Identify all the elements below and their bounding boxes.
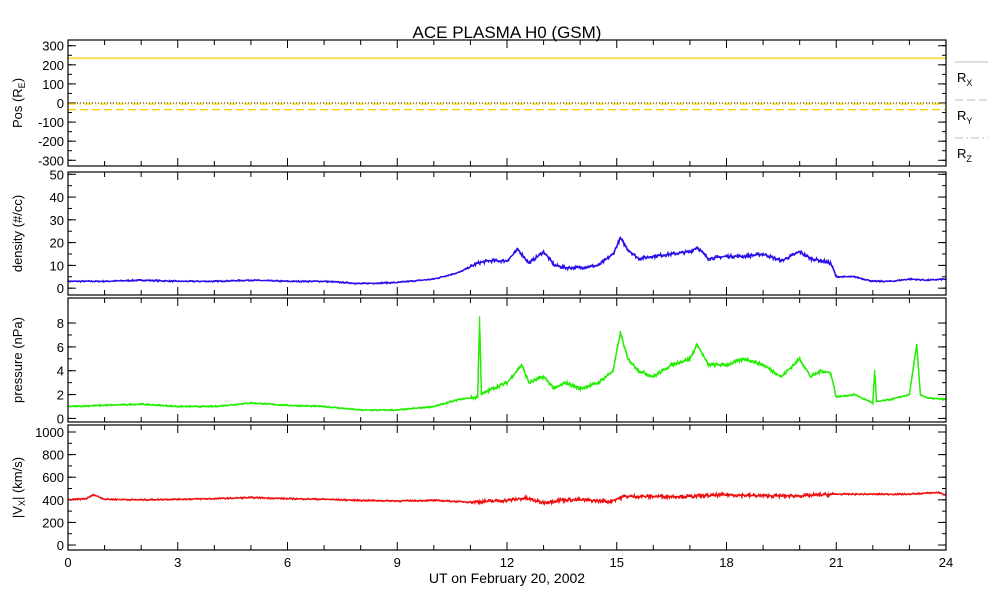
panel-position: 300 200 100 0 -100 -200 -300 Pos (RE) RX RY RZ	[10, 39, 988, 168]
x-tick-label: 21	[829, 555, 843, 570]
chart-title: ACE PLASMA H0 (GSM)	[413, 23, 602, 42]
x-axis-label: UT on February 20, 2002	[429, 570, 585, 586]
series-trend-pressure	[67, 317, 947, 411]
y-tick-label: 200	[42, 58, 64, 73]
series-trend-density	[68, 236, 947, 285]
y-tick-label: 2	[57, 388, 64, 403]
y-tick-label: -200	[38, 134, 64, 149]
y-tick-label: 10	[50, 258, 64, 273]
y-tick-label: 0	[57, 411, 64, 426]
y-tick-label: 40	[50, 190, 64, 205]
y-axis-label-pressure: pressure (nPa)	[10, 317, 25, 403]
x-tick-label: 3	[174, 555, 181, 570]
y-tick-label: 20	[50, 236, 64, 251]
y-tick-label: 1000	[35, 425, 64, 440]
x-tick-label: 12	[500, 555, 514, 570]
panel-frame	[67, 424, 947, 551]
panel-frame	[67, 297, 947, 423]
y-tick-label: 50	[50, 167, 64, 182]
y-tick-label: 100	[42, 77, 64, 92]
y-tick-label: 4	[57, 364, 64, 379]
y-tick-label: 300	[42, 39, 64, 54]
x-tick-label: 9	[394, 555, 401, 570]
x-tick-label: 15	[610, 555, 624, 570]
y-tick-label: 800	[42, 448, 64, 463]
panel-frame	[67, 171, 947, 296]
x-tick-label: 18	[719, 555, 733, 570]
y-tick-label: 200	[42, 515, 64, 530]
y-tick-label: 0	[57, 281, 64, 296]
y-tick-label: -100	[38, 115, 64, 130]
panel-vx: 0 200 400 600 800 1000 |VX| (km/s)	[10, 424, 947, 553]
y-axis-label-vx: |VX| (km/s)	[10, 457, 27, 518]
y-tick-label: 0	[57, 96, 64, 111]
y-tick-label: 600	[42, 470, 64, 485]
y-axis-label-density: density (#/cc)	[10, 195, 25, 272]
legend-label-rx: RX	[957, 70, 972, 88]
x-tick-label: 0	[64, 555, 71, 570]
x-tick-label: 6	[284, 555, 291, 570]
legend-label-rz: RZ	[957, 146, 972, 164]
y-tick-label: -300	[38, 153, 64, 168]
panel-pressure: 0 2 4 6 8 pressure (nPa)	[10, 297, 947, 426]
x-tick-label: 24	[939, 555, 953, 570]
series-trend-vx	[67, 491, 947, 504]
y-tick-label: 6	[57, 340, 64, 355]
legend-label-ry: RY	[957, 108, 972, 126]
y-tick-label: 8	[57, 316, 64, 331]
series-line-pressure	[67, 331, 947, 412]
y-axis-label-position: Pos (RE)	[10, 78, 27, 128]
y-tick-label: 0	[57, 538, 64, 553]
series-line-vx	[67, 490, 947, 507]
panel-density: 0 10 20 30 40 50 density (#/cc)	[10, 167, 947, 296]
y-tick-label: 400	[42, 493, 64, 508]
y-tick-label: 30	[50, 213, 64, 228]
panel-frame	[67, 39, 947, 167]
